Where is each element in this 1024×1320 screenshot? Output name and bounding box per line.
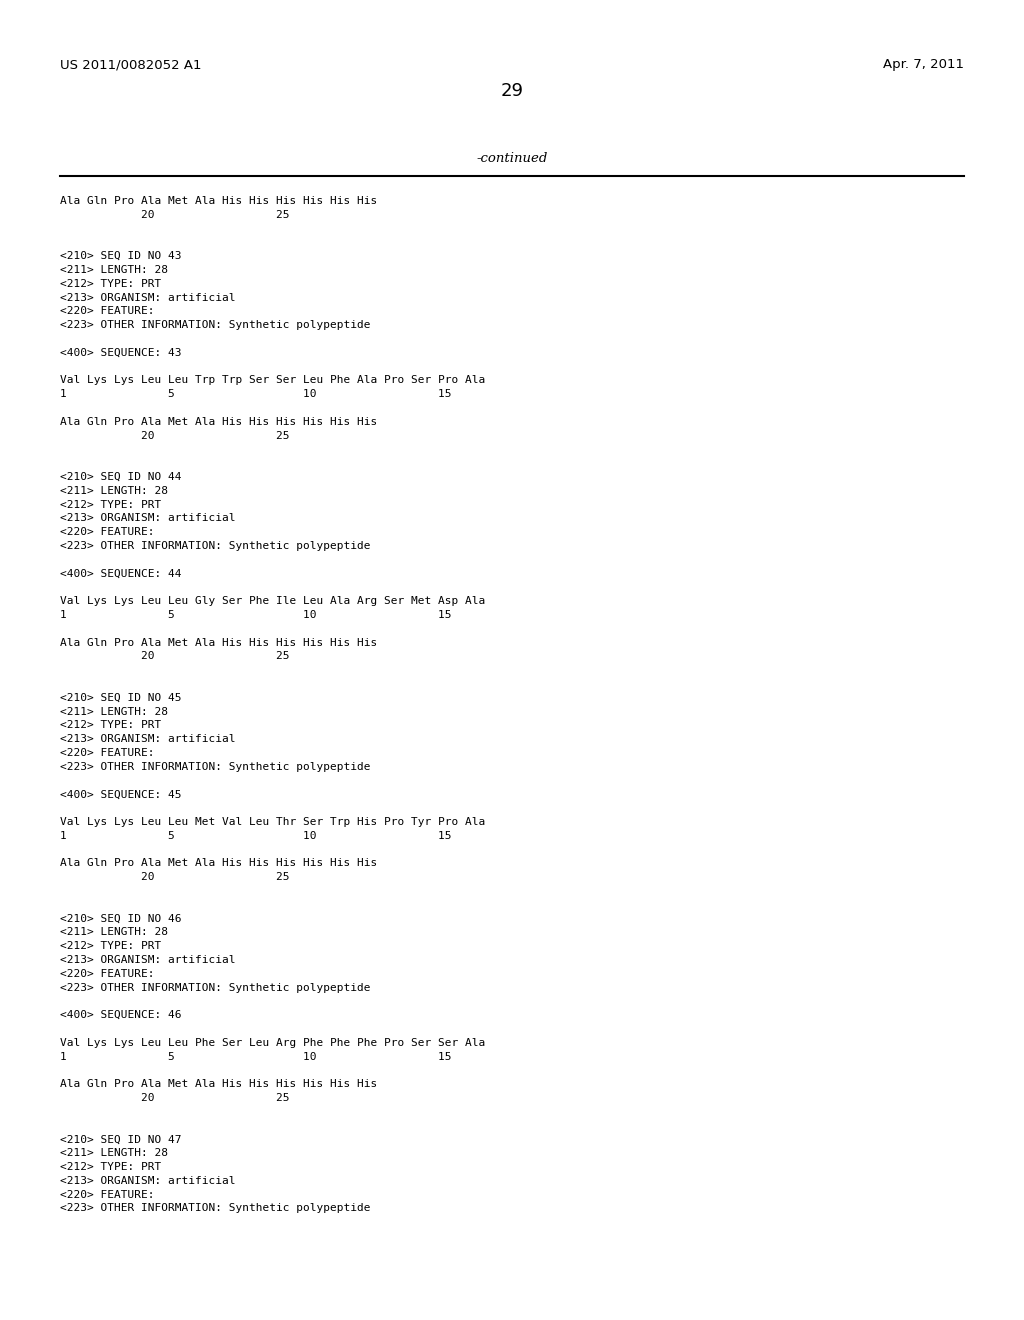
Text: 20                  25: 20 25	[60, 210, 290, 220]
Text: <400> SEQUENCE: 43: <400> SEQUENCE: 43	[60, 347, 181, 358]
Text: Val Lys Lys Leu Leu Met Val Leu Thr Ser Trp His Pro Tyr Pro Ala: Val Lys Lys Leu Leu Met Val Leu Thr Ser …	[60, 817, 485, 828]
Text: Ala Gln Pro Ala Met Ala His His His His His His: Ala Gln Pro Ala Met Ala His His His His …	[60, 638, 377, 648]
Text: <212> TYPE: PRT: <212> TYPE: PRT	[60, 941, 161, 952]
Text: <400> SEQUENCE: 44: <400> SEQUENCE: 44	[60, 569, 181, 578]
Text: Ala Gln Pro Ala Met Ala His His His His His His: Ala Gln Pro Ala Met Ala His His His His …	[60, 858, 377, 869]
Text: <211> LENGTH: 28: <211> LENGTH: 28	[60, 265, 168, 275]
Text: <211> LENGTH: 28: <211> LENGTH: 28	[60, 928, 168, 937]
Text: <210> SEQ ID NO 46: <210> SEQ ID NO 46	[60, 913, 181, 924]
Text: <211> LENGTH: 28: <211> LENGTH: 28	[60, 1148, 168, 1158]
Text: <213> ORGANISM: artificial: <213> ORGANISM: artificial	[60, 293, 236, 302]
Text: <220> FEATURE:: <220> FEATURE:	[60, 1189, 155, 1200]
Text: <212> TYPE: PRT: <212> TYPE: PRT	[60, 279, 161, 289]
Text: 1               5                   10                  15: 1 5 10 15	[60, 830, 452, 841]
Text: <220> FEATURE:: <220> FEATURE:	[60, 306, 155, 317]
Text: Ala Gln Pro Ala Met Ala His His His His His His: Ala Gln Pro Ala Met Ala His His His His …	[60, 417, 377, 426]
Text: <400> SEQUENCE: 45: <400> SEQUENCE: 45	[60, 789, 181, 800]
Text: Val Lys Lys Leu Leu Trp Trp Ser Ser Leu Phe Ala Pro Ser Pro Ala: Val Lys Lys Leu Leu Trp Trp Ser Ser Leu …	[60, 375, 485, 385]
Text: Val Lys Lys Leu Leu Phe Ser Leu Arg Phe Phe Phe Pro Ser Ser Ala: Val Lys Lys Leu Leu Phe Ser Leu Arg Phe …	[60, 1038, 485, 1048]
Text: <212> TYPE: PRT: <212> TYPE: PRT	[60, 721, 161, 730]
Text: <211> LENGTH: 28: <211> LENGTH: 28	[60, 486, 168, 496]
Text: 20                  25: 20 25	[60, 873, 290, 882]
Text: <400> SEQUENCE: 46: <400> SEQUENCE: 46	[60, 1010, 181, 1020]
Text: <213> ORGANISM: artificial: <213> ORGANISM: artificial	[60, 513, 236, 524]
Text: <210> SEQ ID NO 43: <210> SEQ ID NO 43	[60, 251, 181, 261]
Text: <223> OTHER INFORMATION: Synthetic polypeptide: <223> OTHER INFORMATION: Synthetic polyp…	[60, 762, 371, 772]
Text: 1               5                   10                  15: 1 5 10 15	[60, 1052, 452, 1061]
Text: <211> LENGTH: 28: <211> LENGTH: 28	[60, 706, 168, 717]
Text: <223> OTHER INFORMATION: Synthetic polypeptide: <223> OTHER INFORMATION: Synthetic polyp…	[60, 321, 371, 330]
Text: <220> FEATURE:: <220> FEATURE:	[60, 748, 155, 758]
Text: 20                  25: 20 25	[60, 651, 290, 661]
Text: <212> TYPE: PRT: <212> TYPE: PRT	[60, 499, 161, 510]
Text: <210> SEQ ID NO 45: <210> SEQ ID NO 45	[60, 693, 181, 702]
Text: 20                  25: 20 25	[60, 430, 290, 441]
Text: Apr. 7, 2011: Apr. 7, 2011	[883, 58, 964, 71]
Text: 29: 29	[501, 82, 523, 100]
Text: Ala Gln Pro Ala Met Ala His His His His His His: Ala Gln Pro Ala Met Ala His His His His …	[60, 195, 377, 206]
Text: 1               5                   10                  15: 1 5 10 15	[60, 610, 452, 620]
Text: <223> OTHER INFORMATION: Synthetic polypeptide: <223> OTHER INFORMATION: Synthetic polyp…	[60, 541, 371, 550]
Text: <212> TYPE: PRT: <212> TYPE: PRT	[60, 1162, 161, 1172]
Text: Ala Gln Pro Ala Met Ala His His His His His His: Ala Gln Pro Ala Met Ala His His His His …	[60, 1080, 377, 1089]
Text: US 2011/0082052 A1: US 2011/0082052 A1	[60, 58, 202, 71]
Text: Val Lys Lys Leu Leu Gly Ser Phe Ile Leu Ala Arg Ser Met Asp Ala: Val Lys Lys Leu Leu Gly Ser Phe Ile Leu …	[60, 597, 485, 606]
Text: <223> OTHER INFORMATION: Synthetic polypeptide: <223> OTHER INFORMATION: Synthetic polyp…	[60, 982, 371, 993]
Text: 20                  25: 20 25	[60, 1093, 290, 1104]
Text: <223> OTHER INFORMATION: Synthetic polypeptide: <223> OTHER INFORMATION: Synthetic polyp…	[60, 1204, 371, 1213]
Text: <210> SEQ ID NO 44: <210> SEQ ID NO 44	[60, 473, 181, 482]
Text: <213> ORGANISM: artificial: <213> ORGANISM: artificial	[60, 1176, 236, 1185]
Text: <220> FEATURE:: <220> FEATURE:	[60, 527, 155, 537]
Text: <210> SEQ ID NO 47: <210> SEQ ID NO 47	[60, 1134, 181, 1144]
Text: <213> ORGANISM: artificial: <213> ORGANISM: artificial	[60, 954, 236, 965]
Text: <213> ORGANISM: artificial: <213> ORGANISM: artificial	[60, 734, 236, 744]
Text: 1               5                   10                  15: 1 5 10 15	[60, 389, 452, 399]
Text: <220> FEATURE:: <220> FEATURE:	[60, 969, 155, 979]
Text: -continued: -continued	[476, 152, 548, 165]
